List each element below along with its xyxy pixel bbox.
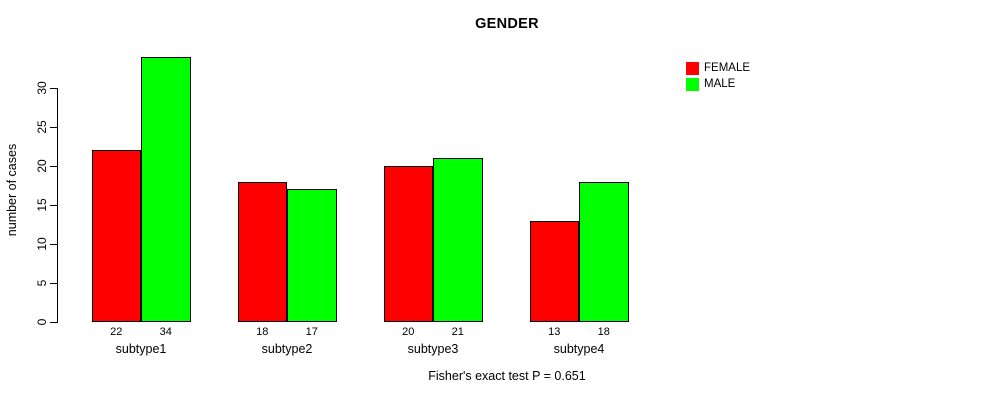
- legend-item-male: MALE: [686, 76, 750, 92]
- y-tick-label: 15: [35, 198, 49, 212]
- y-tick-label: 20: [35, 159, 49, 173]
- bar-value-label: 18: [256, 326, 269, 338]
- bar-female-subtype4: [529, 220, 579, 322]
- category-label-subtype4: subtype4: [553, 342, 605, 356]
- bar-male-subtype4: [579, 181, 629, 322]
- y-tick-label: 0: [35, 318, 49, 326]
- bar-male-subtype3: [433, 158, 483, 322]
- y-axis-title: number of cases: [5, 143, 19, 237]
- y-tick-label: 25: [35, 120, 49, 134]
- legend-swatch-female: [686, 61, 699, 75]
- bar-value-label: 22: [110, 326, 123, 338]
- bar-female-subtype3: [383, 166, 433, 322]
- bar-value-label: 17: [305, 326, 318, 338]
- legend-label: MALE: [704, 78, 736, 90]
- bar-male-subtype1: [141, 56, 191, 322]
- category-label-subtype2: subtype2: [261, 342, 313, 356]
- bar-value-label: 18: [597, 326, 610, 338]
- bar-value-label: 34: [159, 326, 172, 338]
- y-tick-label: 10: [35, 237, 49, 251]
- bar-value-label: 13: [548, 326, 561, 338]
- bar-female-subtype1: [91, 150, 141, 322]
- legend-item-female: FEMALE: [686, 60, 750, 76]
- y-tick-mark: [50, 165, 57, 167]
- y-tick-mark: [50, 204, 57, 206]
- y-tick-mark: [50, 321, 57, 323]
- y-axis-line: [57, 88, 58, 323]
- bar-male-subtype2: [287, 189, 337, 322]
- bar-value-label: 20: [402, 326, 415, 338]
- y-tick-label: 5: [35, 279, 49, 287]
- legend-swatch-male: [686, 77, 699, 91]
- y-tick-mark: [50, 87, 57, 89]
- y-tick-mark: [50, 126, 57, 128]
- chart-title: GENDER: [475, 16, 539, 32]
- category-label-subtype3: subtype3: [407, 342, 459, 356]
- legend: FEMALE MALE: [686, 60, 750, 92]
- bar-value-label: 21: [451, 326, 464, 338]
- bar-female-subtype2: [237, 181, 287, 322]
- y-tick-mark: [50, 282, 57, 284]
- legend-label: FEMALE: [704, 62, 751, 74]
- stat-test-footnote: Fisher's exact test P = 0.651: [428, 369, 586, 383]
- category-label-subtype1: subtype1: [115, 342, 167, 356]
- y-tick-mark: [50, 243, 57, 245]
- y-tick-label: 30: [35, 81, 49, 95]
